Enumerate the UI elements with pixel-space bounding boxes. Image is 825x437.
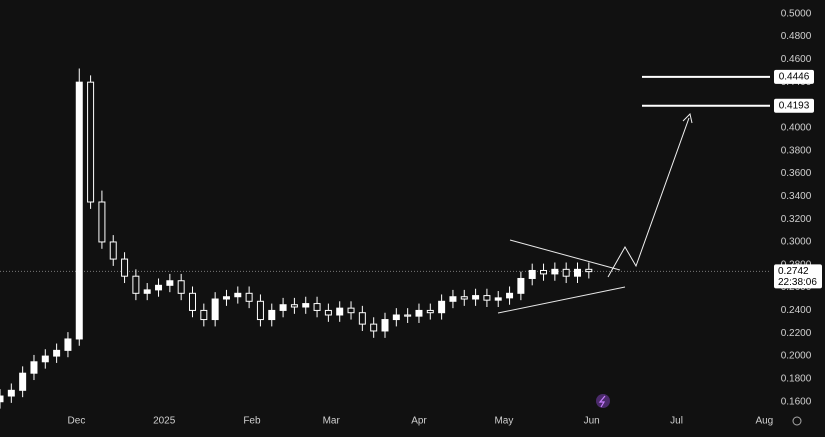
candle-body — [64, 338, 72, 351]
candle-body — [268, 309, 276, 321]
y-tick-label: 0.2200 — [781, 328, 812, 339]
candle-body — [256, 300, 264, 321]
y-tick-label: 0.3400 — [781, 191, 812, 202]
candle-body — [245, 292, 253, 302]
candle-body — [143, 289, 151, 294]
candle-body — [41, 355, 49, 363]
candle-body — [234, 292, 242, 298]
candle-body — [30, 361, 38, 374]
candle-body — [415, 309, 423, 317]
projection-arrowhead — [682, 113, 693, 124]
y-tick-label: 0.4600 — [781, 54, 812, 65]
candle-body — [98, 201, 106, 243]
candle-body — [290, 304, 298, 308]
y-tick-label: 0.1800 — [781, 374, 812, 385]
candle-body — [53, 349, 61, 357]
y-tick-label: 0.2400 — [781, 305, 812, 316]
candle-body — [0, 395, 4, 403]
level-label-box — [774, 98, 814, 113]
candle-body — [222, 296, 230, 300]
candle-body — [404, 314, 412, 317]
candle-body — [189, 292, 196, 311]
candle-body — [19, 372, 27, 391]
countdown-label: 22:38:06 — [778, 277, 817, 288]
candle-body — [336, 307, 344, 316]
y-tick-label: 0.2000 — [781, 351, 812, 362]
settings-icon[interactable] — [792, 416, 802, 426]
candle-body — [381, 319, 389, 332]
candle-body — [324, 309, 332, 316]
candle-body — [426, 309, 434, 314]
candle-body — [313, 303, 321, 311]
projection-path — [607, 117, 690, 278]
candle-body — [177, 280, 185, 294]
level-label: 0.4446 — [779, 72, 810, 83]
candle-body — [574, 268, 581, 277]
candle-body — [585, 268, 593, 273]
annotations — [497, 113, 802, 426]
event-icon[interactable] — [596, 394, 610, 408]
candle-body — [166, 280, 174, 286]
candle-body — [358, 312, 366, 325]
candle-body — [449, 296, 457, 302]
candle-body — [483, 295, 491, 301]
y-tick-label: 0.3600 — [781, 168, 812, 179]
candle-body — [302, 303, 310, 308]
y-tick-label: 0.1600 — [781, 396, 812, 407]
candle-body — [438, 300, 446, 314]
x-tick-label: Dec — [68, 416, 86, 427]
event-icon-bolt — [598, 395, 606, 408]
candle-body — [517, 277, 525, 294]
candle-body — [540, 269, 548, 275]
candle-body — [347, 307, 355, 314]
level-label-box — [774, 69, 814, 84]
y-tick-label: 0.3800 — [781, 145, 812, 156]
candle-body — [551, 268, 559, 275]
candle-body — [528, 269, 536, 279]
x-tick-label: Apr — [411, 416, 427, 427]
candle-body — [75, 81, 83, 340]
candle-body — [494, 297, 502, 301]
y-tick-label: 0.3000 — [781, 237, 812, 248]
candle-body — [109, 241, 117, 260]
candle-body — [392, 314, 400, 321]
candle-body — [279, 304, 287, 311]
candle-body — [132, 275, 140, 294]
x-tick-label: May — [494, 416, 513, 427]
y-tick-label: 0.3200 — [781, 214, 812, 225]
trendline-lower — [497, 286, 626, 314]
x-tick-label: Aug — [755, 416, 773, 427]
candle-body — [506, 292, 514, 299]
candle-body — [87, 81, 95, 203]
candle-body — [370, 323, 378, 332]
candle-body — [7, 389, 15, 397]
x-tick-label: Jul — [670, 416, 683, 427]
candle-body — [460, 296, 468, 300]
x-tick-label: Jun — [584, 416, 600, 427]
level-label: 0.4193 — [779, 100, 810, 111]
x-tick-label: 2025 — [153, 416, 176, 427]
candle-body — [562, 268, 570, 277]
candle-body — [211, 298, 219, 321]
candle-body — [472, 295, 480, 300]
trendline-upper — [509, 239, 621, 271]
y-tick-label: 0.4800 — [781, 31, 812, 42]
x-tick-label: Feb — [243, 416, 261, 427]
price-label: 0.2742 — [778, 266, 809, 277]
candle-body — [155, 284, 163, 291]
candle-body — [200, 309, 208, 321]
candle-body — [121, 258, 129, 277]
y-tick-label: 0.5000 — [781, 8, 812, 19]
x-tick-label: Mar — [323, 416, 341, 427]
y-tick-label: 0.4000 — [781, 122, 812, 133]
price-label-box — [774, 264, 822, 289]
